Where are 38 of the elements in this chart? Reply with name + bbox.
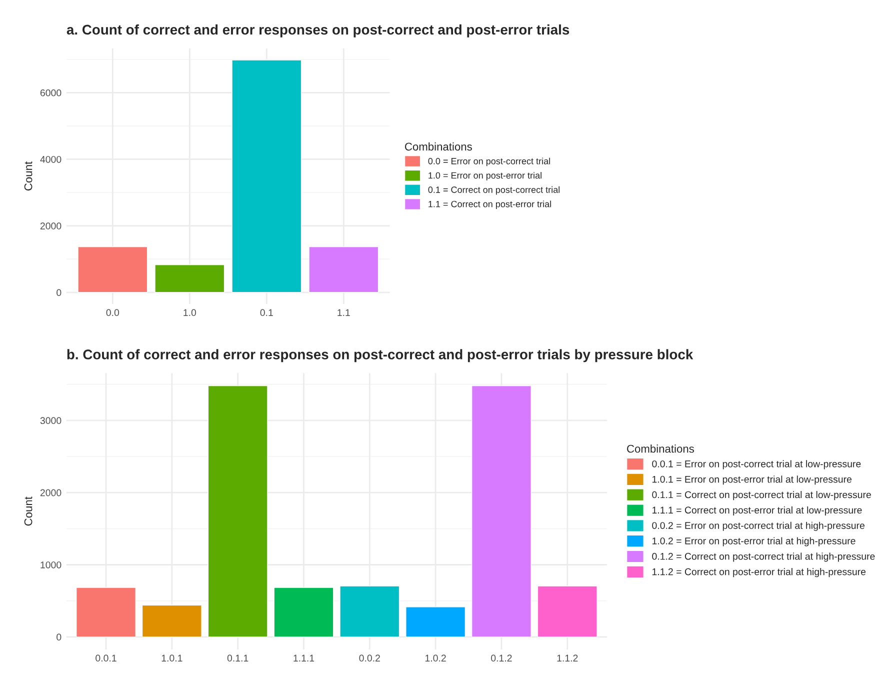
- legend-label: 1.1 = Correct on post-error trial: [428, 200, 551, 210]
- y-tick-label: 6000: [40, 89, 62, 96]
- legend-label: 0.1 = Correct on post-correct trial: [428, 186, 560, 195]
- y-tick-label: 1000: [40, 561, 62, 568]
- legend-label: 0.1.2 = Correct on post-correct trial at high-pressure: [652, 552, 875, 562]
- y-tick-label: 2000: [40, 489, 62, 496]
- legend-label: 1.1.2 = Correct on post-error trial at high-pressure: [652, 568, 866, 578]
- legend-label: 0.0.1 = Error on post-correct trial at low-pressure: [652, 460, 861, 470]
- y-tick-label: 0: [56, 289, 62, 296]
- y-tick-label: 2000: [40, 222, 62, 230]
- x-tick-label: 0.1.2: [491, 654, 512, 662]
- x-tick-label: 1.0.1: [162, 654, 182, 662]
- y-tick-label: 4000: [40, 156, 62, 163]
- legend-label: 0.1.1 = Correct on post-correct trial at low-pressure: [652, 491, 871, 500]
- x-tick-label: 0.0.1: [96, 654, 116, 662]
- chart-title: a. Count of correct and error responses on post-correct and post-error trials: [66, 24, 570, 38]
- x-tick-label: 1.0: [184, 309, 196, 316]
- legend-label: 0.0 = Error on post-correct trial: [428, 158, 550, 166]
- legend-title: Combinations: [404, 142, 472, 151]
- y-tick-label: 3000: [40, 417, 62, 424]
- x-tick-label: 0.0: [106, 309, 120, 316]
- legend-label: 0.0.2 = Error on post-correct trial at high-pressure: [652, 522, 864, 531]
- y-axis-title: Count: [24, 496, 32, 526]
- legend-label: 1.0.2 = Error on post-error trial at high-pressure: [652, 537, 856, 546]
- legend-label: 1.0 = Error on post-error trial: [428, 172, 542, 180]
- x-tick-label: 0.1.1: [227, 654, 248, 662]
- y-tick-label: 0: [56, 634, 62, 641]
- y-axis-title: Count: [24, 161, 32, 190]
- legend-title: Combinations: [627, 444, 694, 453]
- x-tick-label: 1.1.1: [294, 654, 314, 662]
- x-tick-label: 0.1: [260, 309, 273, 316]
- x-tick-label: 0.0.2: [359, 654, 380, 662]
- x-tick-label: 1.1.2: [557, 654, 578, 662]
- chart-title: b. Count of correct and error responses on post-correct and post-error trials by pressure block: [67, 349, 694, 362]
- x-tick-label: 1.1: [338, 309, 350, 316]
- x-tick-label: 1.0.2: [425, 654, 446, 662]
- legend-label: 1.1.1 = Correct on post-error trial at low-pressure: [652, 506, 862, 516]
- legend-label: 1.0.1 = Error on post-error trial at low-pressure: [652, 476, 852, 485]
